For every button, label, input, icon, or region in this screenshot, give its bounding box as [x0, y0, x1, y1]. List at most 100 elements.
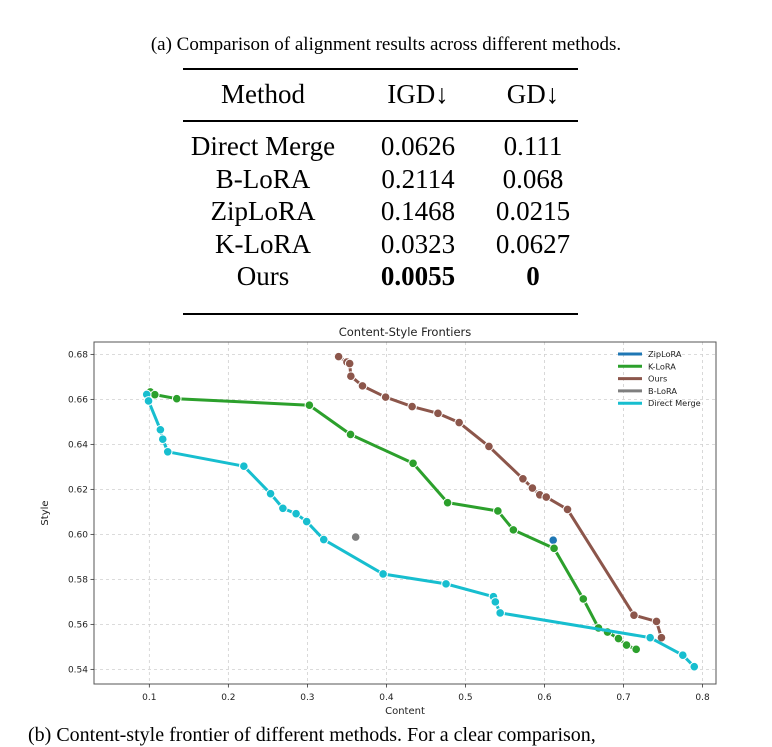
- cell-gd: 0.068: [502, 163, 564, 194]
- table-header-rule: [183, 120, 578, 122]
- y-tick-label: 0.66: [68, 396, 88, 406]
- cell-gd: 0.0215: [495, 196, 571, 226]
- data-point-k-lora: [304, 400, 315, 411]
- cell-igd: 0.0626: [380, 131, 456, 161]
- data-point-ours: [380, 392, 391, 402]
- data-point-direct-merge: [378, 569, 388, 579]
- series-line-direct-merge: [145, 394, 696, 668]
- cell-igd: 0.0055: [380, 261, 456, 291]
- table-row: Ours 0.0055 0: [183, 260, 578, 292]
- legend-label-b-lora: B-LoRA: [648, 386, 677, 396]
- data-point-ours: [629, 610, 639, 620]
- x-tick-label: 0.5: [458, 693, 472, 703]
- series-line-k-lora: [149, 390, 637, 651]
- data-point-ours: [656, 632, 667, 643]
- legend-label-ours: Ours: [648, 374, 667, 384]
- table-caption: (a) Comparison of alignment results acro…: [150, 34, 622, 55]
- data-point-k-lora: [508, 525, 519, 535]
- y-tick-label: 0.64: [68, 441, 88, 451]
- header-method: Method: [221, 79, 305, 109]
- chart-caption: (b) Content-style frontier of different …: [28, 724, 596, 746]
- data-point-direct-merge: [441, 579, 451, 589]
- cell-gd: 0.0627: [495, 228, 571, 259]
- table-bottom-rule: [183, 313, 578, 315]
- x-tick-label: 0.4: [379, 693, 394, 703]
- data-point-ours: [454, 417, 464, 428]
- x-tick-label: 0.2: [221, 693, 235, 703]
- x-tick-label: 0.6: [537, 693, 552, 703]
- data-point-ours: [527, 483, 538, 493]
- data-point-k-lora: [549, 543, 559, 554]
- data-point-direct-merge: [239, 461, 249, 471]
- table-top-rule: [183, 68, 578, 70]
- data-point-ours: [344, 358, 355, 369]
- header-igd: IGD↓: [387, 79, 449, 109]
- legend-label-ziplora: ZipLoRA: [648, 349, 682, 359]
- y-tick-label: 0.68: [68, 351, 88, 361]
- content-style-frontier-chart: 0.1 0.2 0.3 0.4 0.5 0.6 0.7 0.8 0.54 0.56 0.58 0.60…: [40, 325, 717, 717]
- data-point-direct-merge: [143, 396, 154, 406]
- data-point-k-lora: [171, 393, 182, 404]
- data-point-direct-merge: [678, 650, 688, 661]
- cell-gd: 0: [526, 261, 540, 291]
- x-tick-label: 0.8: [695, 693, 710, 703]
- data-point-ours: [407, 401, 417, 412]
- legend-label-k-lora: K-LoRA: [648, 361, 676, 371]
- data-point-ours: [357, 381, 368, 391]
- cell-igd: 0.0323: [380, 228, 456, 259]
- cell-method: ZipLoRA: [210, 196, 316, 226]
- data-point-ours: [484, 441, 494, 452]
- cell-igd: 0.2114: [381, 163, 455, 194]
- x-tick-label: 0.3: [300, 693, 314, 703]
- y-axis-label: Style: [40, 500, 51, 525]
- table-row: B-LoRA 0.2114 0.068: [183, 163, 578, 195]
- data-point-k-lora: [442, 497, 453, 508]
- data-point-direct-merge: [490, 597, 501, 607]
- table-row: ZipLoRA 0.1468 0.0215: [183, 195, 578, 227]
- data-point-k-lora: [493, 506, 503, 516]
- data-point-direct-merge: [291, 508, 301, 519]
- data-point-k-lora: [345, 429, 356, 440]
- data-point-direct-merge: [157, 434, 168, 444]
- cell-gd: 0.111: [503, 131, 563, 161]
- cell-method: Direct Merge: [190, 131, 336, 161]
- y-tick-label: 0.54: [68, 666, 88, 676]
- data-point-direct-merge: [278, 503, 288, 514]
- cell-igd: 0.1468: [380, 196, 456, 226]
- x-tick-label: 0.7: [616, 693, 630, 703]
- y-tick-label: 0.58: [68, 576, 88, 586]
- data-point-ours: [433, 408, 443, 419]
- cell-method: B-LoRA: [215, 163, 311, 194]
- data-point-direct-merge: [265, 488, 276, 499]
- data-point-ours: [562, 504, 573, 515]
- legend-label-direct-merge: Direct Merge: [648, 398, 701, 408]
- data-point-ours: [346, 371, 356, 382]
- data-point-k-lora: [578, 594, 589, 604]
- y-tick-label: 0.60: [68, 531, 88, 541]
- data-point-k-lora: [621, 640, 632, 650]
- data-point-direct-merge: [689, 661, 700, 672]
- table-row: K-LoRA 0.0323 0.0627: [183, 228, 578, 260]
- data-point-ours: [651, 616, 662, 627]
- x-tick-label: 0.1: [142, 693, 156, 703]
- data-point-k-lora: [631, 644, 641, 655]
- data-point-direct-merge: [162, 447, 173, 457]
- data-point-ours: [541, 492, 552, 502]
- data-point-direct-merge: [155, 424, 166, 435]
- chart-title: Content-Style Frontiers: [339, 325, 472, 339]
- data-point-direct-merge: [318, 534, 329, 545]
- data-point-k-lora: [408, 458, 418, 469]
- table-row: Direct Merge 0.0626 0.111: [183, 130, 578, 162]
- cell-method: Ours: [236, 261, 290, 291]
- y-tick-label: 0.56: [68, 621, 88, 631]
- data-point-ours: [518, 474, 528, 484]
- data-point-ours: [333, 351, 344, 362]
- axes-frame: [93, 341, 717, 685]
- data-point-b-lora: [350, 532, 361, 542]
- cell-method: K-LoRA: [215, 228, 311, 259]
- x-axis-label: Content: [385, 706, 425, 717]
- table-header-row: Method IGD↓ GD↓: [183, 78, 578, 110]
- header-gd: GD↓: [506, 79, 560, 109]
- data-point-direct-merge: [645, 632, 655, 643]
- data-point-direct-merge: [301, 516, 312, 527]
